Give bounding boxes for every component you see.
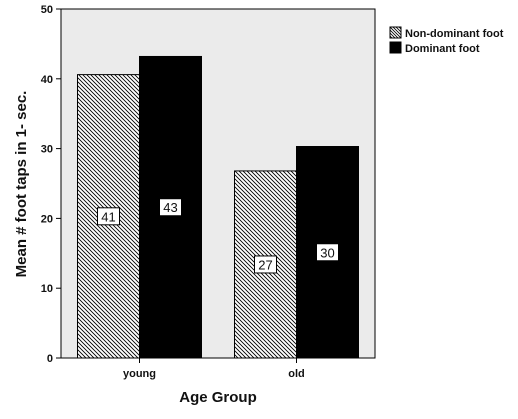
y-tick-label-30: 30 — [41, 144, 53, 156]
data-label-old-dominant-foot: 30 — [320, 245, 334, 260]
y-tick-label-20: 20 — [41, 213, 53, 225]
x-axis-title: Age Group — [179, 389, 257, 406]
data-label-young-non-dominant-foot: 41 — [101, 209, 115, 224]
data-label-young-dominant-foot: 43 — [163, 200, 177, 215]
data-label-old-non-dominant-foot: 27 — [258, 257, 272, 272]
y-axis-title: Mean # foot taps in 1- sec. — [13, 91, 30, 278]
data-label-box-young-non-dominant-foot — [97, 207, 120, 226]
x-tick-label-young: young — [123, 368, 156, 380]
data-label-box-young-dominant-foot — [159, 198, 182, 217]
legend-swatch-dominant-foot — [389, 41, 402, 54]
bars-layer: 41 43 27 30 — [77, 55, 359, 359]
legend-label-dominant-foot: Dominant foot — [405, 43, 480, 55]
y-tick-label-0: 0 — [47, 353, 53, 365]
legend-label-non-dominant-foot: Non-dominant foot — [405, 28, 504, 40]
data-label-box-old-non-dominant-foot — [254, 255, 277, 274]
legend: Non-dominant foot Dominant foot — [389, 26, 504, 55]
y-tick-label-50: 50 — [41, 4, 53, 16]
legend-swatch-non-dominant-foot — [389, 26, 402, 39]
y-tick-label-10: 10 — [41, 283, 53, 295]
y-tick-label-40: 40 — [41, 74, 53, 86]
x-axis: young old — [123, 358, 305, 380]
x-tick-label-old: old — [288, 368, 305, 380]
data-label-box-old-dominant-foot — [316, 243, 339, 262]
y-axis: 0 10 20 30 40 50 — [41, 4, 61, 365]
